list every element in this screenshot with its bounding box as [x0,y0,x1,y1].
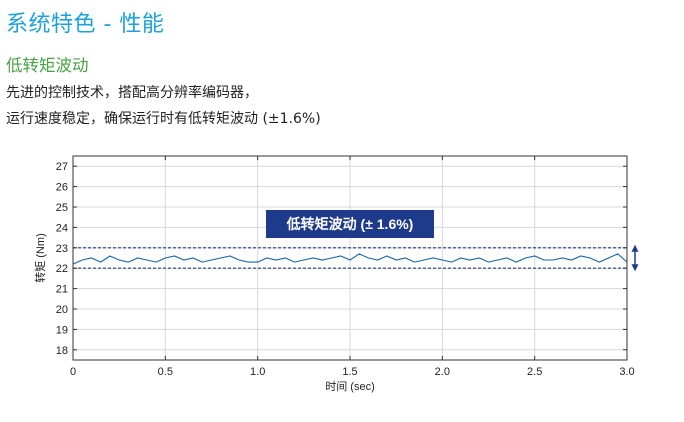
plot-frame [72,155,628,361]
y-tick-label: 18 [56,345,68,357]
description-line-1: 先进的控制技术，搭配高分辨率编码器， [6,85,258,101]
x-tick-label: 2.0 [435,366,450,378]
ripple-arrow-head-down [631,264,639,272]
y-axis-label: 转矩 (Nm) [33,233,47,283]
page-title: 系统特色 - 性能 [6,12,165,37]
y-tick-label: 24 [56,222,68,234]
axes [72,155,628,361]
y-tick-label: 19 [56,324,68,336]
x-tick-label: 1.0 [250,366,265,378]
y-tick-label: 21 [56,284,68,296]
y-tick-label: 20 [56,304,68,316]
torque-series-line [72,253,628,265]
y-tick-label: 27 [56,161,68,173]
grid-lines [73,156,627,360]
y-tick-label: 23 [56,243,68,255]
y-tick-label: 26 [56,182,68,194]
description: 先进的控制技术，搭配高分辨率编码器， 运行速度稳定，确保运行时有低转矩波动 (±… [6,80,321,132]
ripple-arrow-head-up [631,244,639,252]
x-tick-label: 0 [70,366,76,378]
tick-labels: 0 0.5 1.0 1.5 2.0 2.5 3.0 18 19 20 21 22 23 24 25 26 27 时… [33,161,635,393]
x-tick-label: 3.0 [619,366,634,378]
callout: 低转矩波动 (± 1.6%) [266,210,434,238]
section-subtitle: 低转矩波动 [6,56,89,75]
x-axis-label: 时间 (sec) [325,380,375,393]
ripple-band [73,247,627,269]
callout-box [266,210,434,238]
callout-label: 低转矩波动 (± 1.6%) [286,216,414,232]
series-layer [72,253,628,265]
x-tick-label: 0.5 [158,366,173,378]
y-tick-label: 25 [56,202,68,214]
y-tick-label: 22 [56,263,68,275]
description-line-2: 运行速度稳定，确保运行时有低转矩波动 (±1.6%) [6,111,321,127]
ripple-arrow [631,244,639,272]
x-tick-label: 1.5 [342,366,357,378]
x-tick-label: 2.5 [527,366,542,378]
